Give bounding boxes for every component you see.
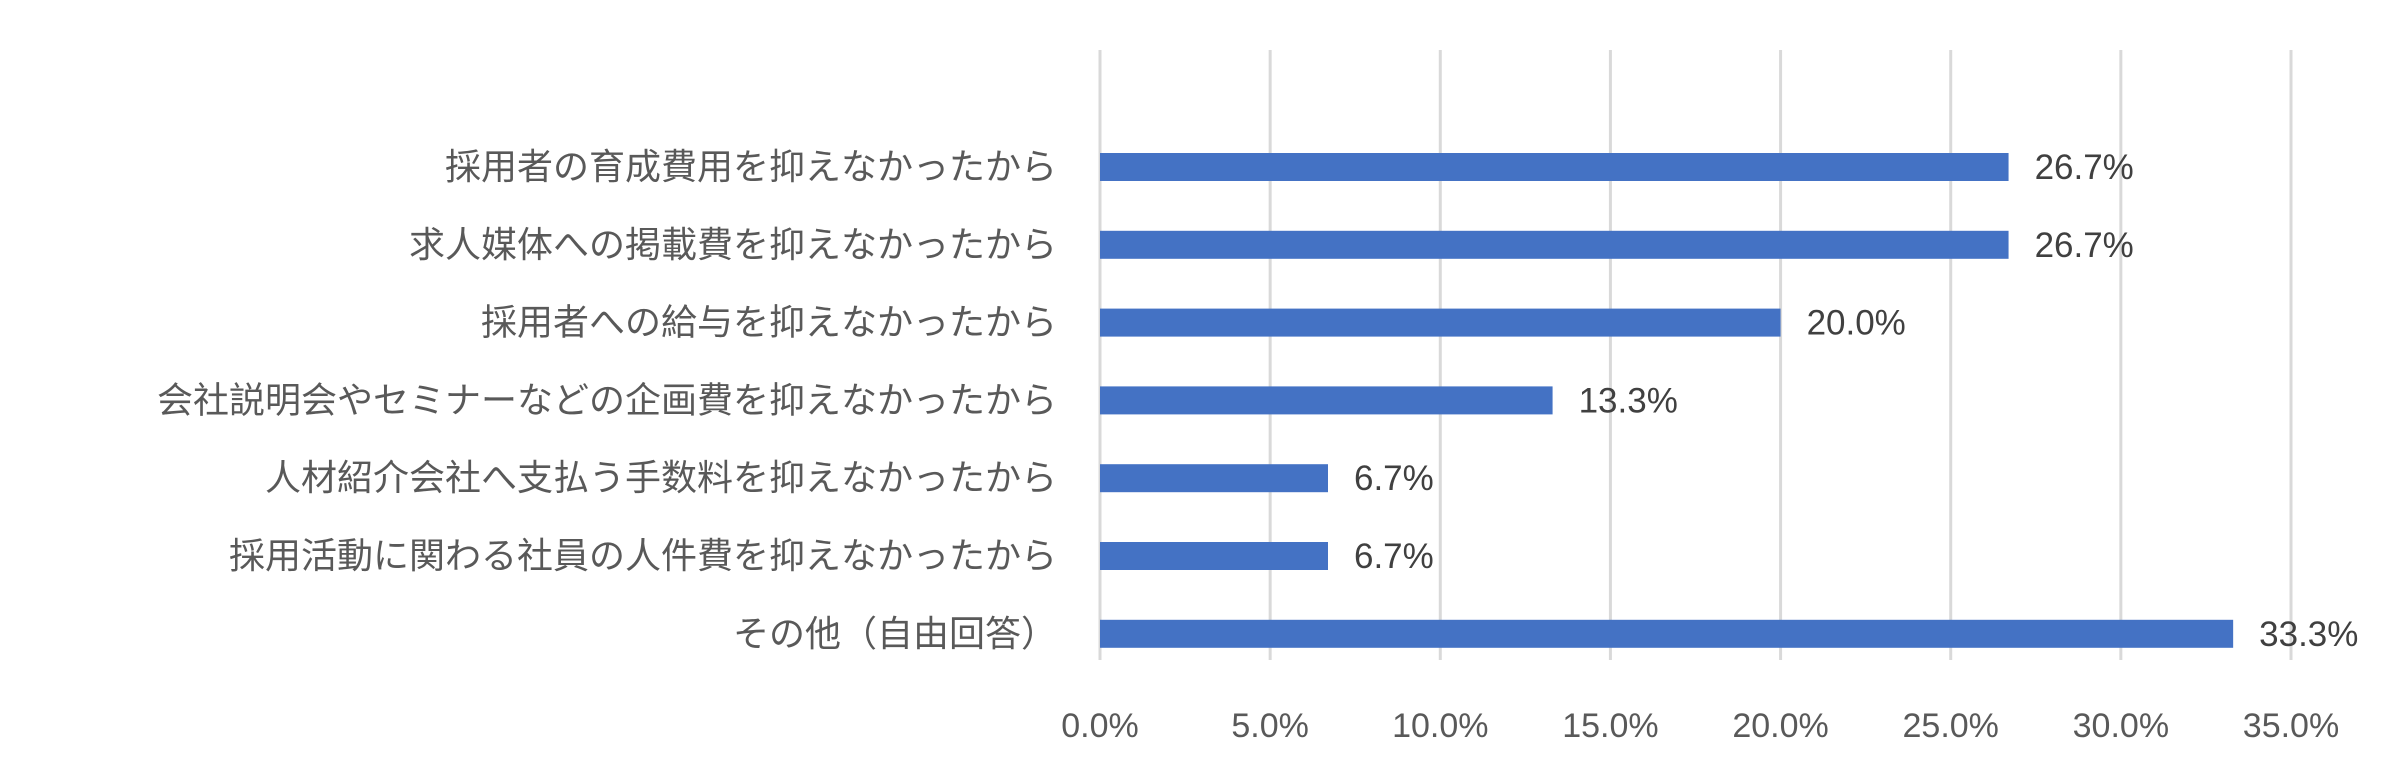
- x-tick-label: 10.0%: [1392, 707, 1488, 745]
- category-label: その他（自由回答）: [733, 614, 1057, 655]
- category-label: 採用者への給与を抑えなかったから: [481, 303, 1057, 344]
- x-tick-label: 35.0%: [2243, 707, 2339, 745]
- bar: [1100, 386, 1553, 415]
- category-label: 採用活動に関わる社員の人件費を抑えなかったから: [229, 536, 1057, 577]
- data-label: 26.7%: [2035, 148, 2134, 187]
- x-tick-label: 25.0%: [1903, 707, 1999, 745]
- category-labels: 採用者の育成費用を抑えなかったから求人媒体への掲載費を抑えなかったから採用者への…: [157, 147, 1057, 655]
- data-label: 6.7%: [1354, 459, 1434, 498]
- data-label: 20.0%: [1807, 304, 1906, 343]
- data-label: 6.7%: [1354, 537, 1434, 576]
- bars: [1100, 153, 2234, 648]
- bar: [1100, 153, 2009, 181]
- bar: [1100, 230, 2009, 259]
- x-tick-label: 0.0%: [1061, 707, 1139, 745]
- x-tick-label: 20.0%: [1732, 707, 1828, 745]
- data-label: 26.7%: [2035, 226, 2134, 265]
- bar: [1100, 308, 1781, 337]
- bar: [1100, 619, 2234, 648]
- x-tick-label: 15.0%: [1562, 707, 1658, 745]
- category-label: 求人媒体への掲載費を抑えなかったから: [409, 225, 1057, 266]
- category-label: 人材紹介会社へ支払う手数料を抑えなかったから: [265, 458, 1057, 499]
- data-labels: 26.7% 26.7% 20.0% 13.3% 6.7% 6.7% 33.3%: [1354, 148, 2358, 654]
- gridlines: [1098, 50, 2293, 660]
- x-tick-label: 5.0%: [1231, 707, 1309, 745]
- x-axis-tick-labels: 0.0% 5.0% 10.0% 15.0% 20.0% 25.0% 30.0% 35.0%: [1061, 707, 2339, 745]
- category-label: 会社説明会やセミナーなどの企画費を抑えなかったから: [157, 380, 1057, 421]
- data-label: 13.3%: [1579, 381, 1678, 420]
- data-label: 33.3%: [2259, 615, 2358, 654]
- x-tick-label: 30.0%: [2073, 707, 2169, 745]
- bar: [1100, 542, 1328, 570]
- bar: [1100, 464, 1328, 493]
- category-label: 採用者の育成費用を抑えなかったから: [445, 147, 1057, 188]
